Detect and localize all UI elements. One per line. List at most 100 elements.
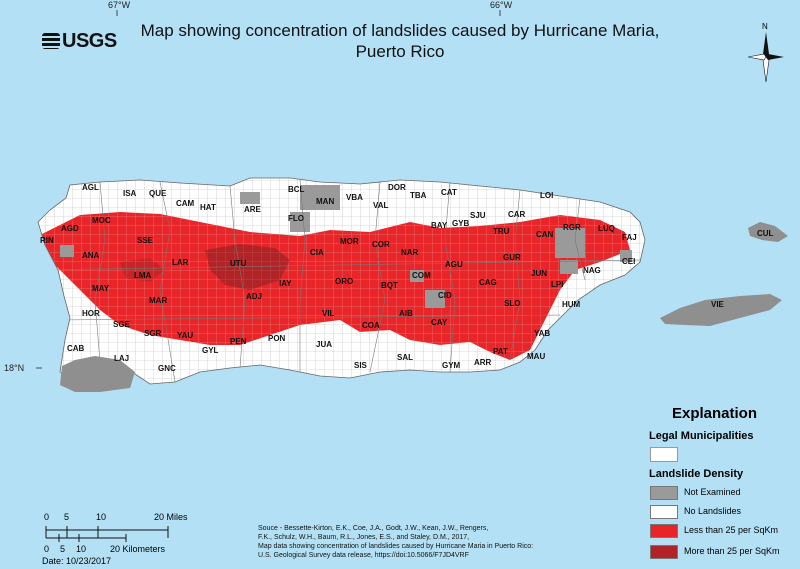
muni-label: LAJ bbox=[114, 354, 130, 363]
muni-label: AGL bbox=[82, 183, 99, 192]
muni-label: GYM bbox=[442, 361, 461, 370]
compass-rose-icon bbox=[748, 32, 784, 82]
scale-bar: 0 5 10 20 Miles 0 5 10 20 Kilometers bbox=[40, 510, 210, 554]
muni-label: COA bbox=[362, 321, 380, 330]
muni-label: CAT bbox=[441, 188, 457, 197]
muni-label: MAU bbox=[527, 352, 546, 361]
muni-label: LPI bbox=[551, 280, 564, 289]
muni-label: CEI bbox=[622, 257, 636, 266]
scale-bar-graphic bbox=[45, 526, 169, 542]
legend-title: Explanation bbox=[672, 405, 758, 422]
muni-label: CAG bbox=[479, 278, 497, 287]
muni-label: RGR bbox=[563, 223, 581, 232]
muni-label: ISA bbox=[123, 189, 137, 198]
muni-label: AIB bbox=[399, 309, 413, 318]
muni-label: GNC bbox=[158, 364, 176, 373]
source-citation: Souce - Bessette-Kirton, E.K., Coe, J.A.… bbox=[258, 524, 588, 560]
source-line: Map data showing concentration of landsl… bbox=[258, 543, 534, 550]
muni-label: LOI bbox=[540, 191, 554, 200]
muni-label: VIE bbox=[711, 300, 724, 309]
muni-label: GUR bbox=[503, 253, 521, 262]
muni-label: TRU bbox=[493, 227, 510, 236]
legend-item-low-density: Less than 25 per SqKm bbox=[650, 524, 798, 538]
muni-label: PAT bbox=[493, 347, 508, 356]
muni-label: IAY bbox=[279, 279, 292, 288]
muni-label: LMA bbox=[134, 271, 152, 280]
muni-label: YAB bbox=[534, 329, 551, 338]
legend-item-no-landslides: No Landslides bbox=[650, 505, 798, 519]
muni-label: VIL bbox=[322, 309, 335, 318]
muni-label: AGU bbox=[445, 260, 463, 269]
muni-label: SSE bbox=[137, 236, 154, 245]
muni-label: JUA bbox=[316, 340, 333, 349]
legend-item-high-density: More than 25 per SqKm bbox=[650, 545, 798, 559]
legend-label: No Landslides bbox=[684, 506, 742, 516]
muni-label: QUE bbox=[149, 189, 167, 198]
muni-label: RIN bbox=[40, 236, 54, 245]
muni-label: CAB bbox=[67, 344, 85, 353]
muni-label: FAJ bbox=[622, 233, 637, 242]
muni-label: LUQ bbox=[598, 224, 615, 233]
north-arrow: N bbox=[748, 22, 788, 82]
latitude-18n: 18°N bbox=[4, 363, 25, 373]
muni-label: NAR bbox=[401, 248, 419, 257]
muni-label: AGD bbox=[61, 224, 79, 233]
muni-label: ADJ bbox=[246, 292, 263, 301]
usgs-logo: USGS bbox=[42, 30, 117, 53]
muni-label: NAG bbox=[583, 266, 601, 275]
muni-label: COR bbox=[372, 240, 390, 249]
muni-label: UTU bbox=[230, 259, 247, 268]
usgs-waves-icon bbox=[42, 33, 60, 49]
muni-label: BAY bbox=[431, 221, 448, 230]
muni-label: CAM bbox=[176, 199, 195, 208]
vieques-island bbox=[660, 294, 782, 326]
legend-swatch bbox=[650, 505, 678, 519]
muni-label: MAY bbox=[92, 284, 110, 293]
scale-miles-label: 20 Miles bbox=[154, 512, 188, 522]
muni-label: SJU bbox=[470, 211, 486, 220]
scale-km-label: 5 bbox=[60, 544, 66, 554]
muni-label: ARE bbox=[244, 205, 261, 214]
muni-label: HUM bbox=[562, 300, 581, 309]
muni-label: SAL bbox=[397, 353, 413, 362]
muni-label: LAR bbox=[172, 258, 189, 267]
muni-label: BQT bbox=[381, 281, 398, 290]
muni-label: ARR bbox=[474, 358, 492, 367]
legend-swatch bbox=[650, 524, 678, 538]
muni-label: CAR bbox=[508, 210, 526, 219]
muni-label: YAU bbox=[177, 331, 194, 340]
muni-label: TBA bbox=[410, 191, 427, 200]
scale-miles-label: 10 bbox=[96, 512, 107, 522]
muni-label: COM bbox=[412, 271, 431, 280]
longitude-67w: 67°W bbox=[108, 0, 131, 10]
muni-label: MAR bbox=[149, 296, 168, 305]
muni-label: MAN bbox=[316, 197, 335, 206]
legend-municipality-swatch bbox=[650, 447, 678, 462]
map-date: Date: 10/23/2017 bbox=[42, 556, 112, 566]
muni-label: VBA bbox=[346, 193, 363, 202]
source-line: F.K., Schulz, W.H., Baum, R.L., Jones, E… bbox=[258, 534, 470, 541]
map-title: Map showing concentration of landslides … bbox=[140, 21, 660, 61]
source-line: U.S. Geological Survey data release, htt… bbox=[258, 552, 469, 559]
legend-label: Not Examined bbox=[684, 487, 741, 497]
muni-label: CAY bbox=[431, 318, 448, 327]
source-line: Souce - Bessette-Kirton, E.K., Coe, J.A.… bbox=[258, 525, 489, 532]
culebra-island bbox=[748, 222, 788, 242]
muni-label: SGE bbox=[113, 320, 130, 329]
muni-label: CID bbox=[438, 291, 452, 300]
muni-label: SIS bbox=[354, 361, 367, 370]
muni-label: HAT bbox=[200, 203, 216, 212]
muni-label: ORO bbox=[335, 277, 354, 286]
muni-label: CAN bbox=[536, 230, 554, 239]
muni-label: GYB bbox=[452, 219, 470, 228]
muni-label: SGR bbox=[144, 329, 162, 338]
legend-swatch bbox=[650, 486, 678, 500]
scale-km-label: 20 Kilometers bbox=[110, 544, 166, 554]
muni-label: SLO bbox=[504, 299, 521, 308]
muni-label: JUN bbox=[531, 269, 548, 278]
muni-label: ANA bbox=[82, 251, 100, 260]
muni-label: DOR bbox=[388, 183, 406, 192]
scale-km-label: 10 bbox=[76, 544, 87, 554]
